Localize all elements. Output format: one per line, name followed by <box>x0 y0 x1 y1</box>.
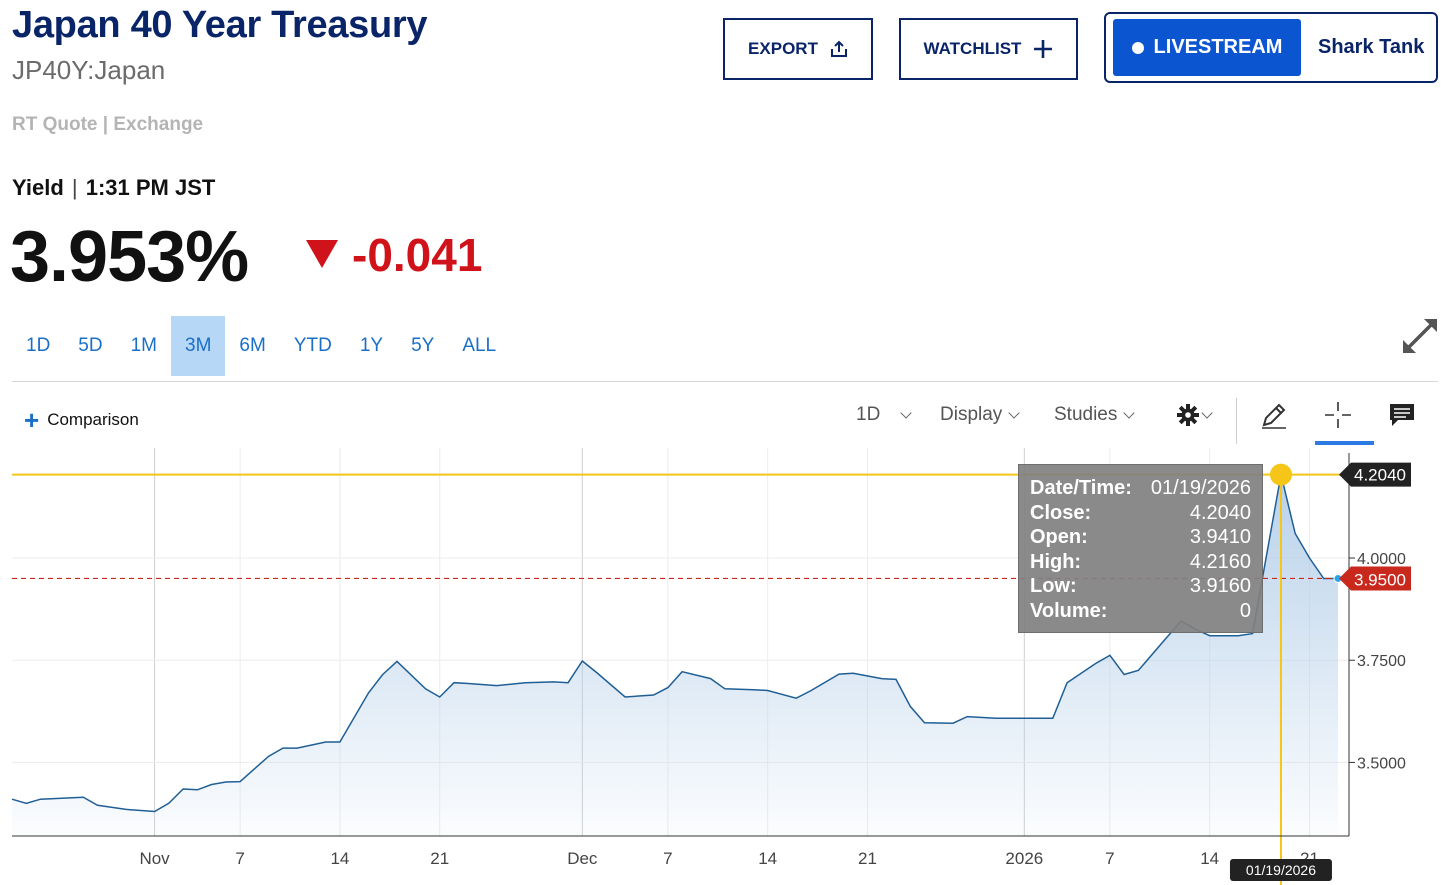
last-price-flag: 3.9500 <box>1339 566 1411 591</box>
tooltip-key: Volume: <box>1030 599 1108 622</box>
yield-change: -0.041 <box>352 229 483 281</box>
tooltip-key: Low: <box>1030 575 1077 598</box>
yield-time-label: Yield | 1:31 PM JST <box>12 175 216 200</box>
toolbar-divider <box>1236 398 1237 444</box>
x-tick-label: 2026 <box>1005 849 1043 868</box>
active-tool-indicator <box>1315 441 1374 445</box>
chevron-down-icon <box>1123 407 1136 419</box>
range-tab-all[interactable]: ALL <box>462 335 497 356</box>
range-tab-1y[interactable]: 1Y <box>359 335 384 356</box>
chevron-down-icon <box>1008 407 1020 419</box>
rt-quote-label: RT Quote | Exchange <box>12 114 204 135</box>
display-label: Display <box>940 404 1003 425</box>
crosshair-date-flag: 01/19/2026 <box>1229 859 1332 881</box>
export-button[interactable]: EXPORT <box>723 18 873 80</box>
x-tick-label: 7 <box>663 849 672 868</box>
y-tick-label: 3.5000 <box>1357 755 1406 772</box>
x-tick-label: Nov <box>139 849 170 868</box>
studies-dropdown[interactable]: Studies <box>1054 404 1136 426</box>
x-tick-label: 14 <box>330 849 349 868</box>
watchlist-label: WATCHLIST <box>923 39 1022 58</box>
divider <box>12 381 1438 382</box>
range-tab-ytd[interactable]: YTD <box>293 335 332 356</box>
crosshair-value-flag: 4.2040 <box>1339 462 1411 487</box>
live-dot-icon <box>1131 41 1144 54</box>
plus-icon: + <box>24 405 40 435</box>
series-area <box>12 474 1338 836</box>
tooltip-key: Close: <box>1030 501 1092 524</box>
chevron-down-icon <box>900 407 912 419</box>
range-tab-1d[interactable]: 1D <box>26 335 51 356</box>
yield-label: Yield <box>12 175 64 200</box>
y-tick-label: 4.0000 <box>1357 551 1406 568</box>
range-tab-5y[interactable]: 5Y <box>411 335 435 356</box>
interval-label: 1D <box>856 404 881 425</box>
tooltip-value: 3.9410 <box>1189 526 1251 549</box>
plus-icon <box>1033 39 1053 59</box>
tooltip-value: 4.2160 <box>1189 550 1251 573</box>
tooltip-value: 01/19/2026 <box>1150 477 1251 499</box>
watchlist-button[interactable]: WATCHLIST <box>899 18 1078 80</box>
tooltip-value: 4.2040 <box>1189 501 1251 524</box>
export-icon <box>830 40 848 58</box>
tooltip-row: Date/Time: 01/19/2026 <box>1030 476 1251 501</box>
tooltip-row: Low: 3.9160 <box>1030 574 1251 599</box>
tooltip-key: Open: <box>1030 526 1088 549</box>
display-dropdown[interactable]: Display <box>940 404 1020 426</box>
chevron-down-icon <box>1201 407 1213 419</box>
x-axis-labels: Nov 7 14 21 Dec 7 14 21 2026 7 14 21 <box>139 849 1318 868</box>
x-tick-label: 21 <box>858 849 877 868</box>
interval-dropdown[interactable]: 1D <box>856 404 912 426</box>
comparison-button[interactable]: + Comparison <box>24 405 139 435</box>
tooltip-row: High: 4.2160 <box>1030 550 1251 575</box>
last-price-label: 3.9500 <box>1354 570 1406 589</box>
tooltip-key: Date/Time: <box>1030 477 1132 499</box>
pencil-icon[interactable] <box>1259 400 1289 430</box>
gear-icon <box>1177 404 1199 426</box>
range-tabs: 1D 5D 1M 3M 6M YTD 1Y 5Y ALL <box>12 316 510 376</box>
tooltip-row: Open: 3.9410 <box>1030 525 1251 550</box>
x-tick-label: 7 <box>1105 849 1114 868</box>
down-arrow-icon <box>306 240 338 268</box>
y-tick-label: 3.7500 <box>1357 653 1406 670</box>
tooltip-key: High: <box>1030 550 1082 573</box>
range-tab-3m[interactable]: 3M <box>171 316 226 376</box>
x-tick-label: 21 <box>430 849 449 868</box>
shark-tank-link[interactable]: Shark Tank <box>1318 36 1425 58</box>
x-tick-label: 14 <box>1200 849 1219 868</box>
settings-dropdown[interactable] <box>1177 404 1213 426</box>
y-axis-labels: 3.5000 3.7500 4.0000 <box>1357 551 1406 772</box>
range-tab-6m[interactable]: 6M <box>239 335 266 356</box>
data-tooltip: Date/Time: 01/19/2026 Close: 4.2040 Open: 3.9… <box>1018 464 1263 633</box>
x-tick-label: 7 <box>235 849 244 868</box>
page-title: Japan 40 Year Treasury <box>12 4 428 46</box>
crosshair-value-label: 4.2040 <box>1354 466 1406 485</box>
x-tick-label: 14 <box>758 849 777 868</box>
crosshair-date-label: 01/19/2026 <box>1246 862 1316 878</box>
livestream-label: LIVESTREAM <box>1153 36 1283 58</box>
comment-icon[interactable] <box>1388 402 1416 428</box>
comparison-label: Comparison <box>47 410 139 429</box>
tooltip-row: Volume: 0 <box>1030 599 1251 624</box>
range-tab-5d[interactable]: 5D <box>78 335 103 356</box>
price-chart[interactable]: Nov 7 14 21 Dec 7 14 21 2026 7 14 21 3.50003.75004.… <box>0 448 1456 885</box>
livestream-panel: LIVESTREAM Shark Tank <box>1104 12 1438 83</box>
crosshair-icon[interactable] <box>1323 400 1353 430</box>
range-tab-1m[interactable]: 1M <box>130 335 157 356</box>
expand-icon[interactable] <box>1400 316 1440 356</box>
yield-price: 3.953% <box>10 217 249 297</box>
export-label: EXPORT <box>748 39 818 58</box>
tooltip-row: Close: 4.2040 <box>1030 501 1251 526</box>
quote-time: 1:31 PM JST <box>85 175 216 200</box>
series-line <box>11 474 1338 813</box>
tooltip-value: 0 <box>1239 599 1251 622</box>
tooltip-value: 3.9160 <box>1189 575 1251 598</box>
crosshair-point <box>1269 463 1292 486</box>
livestream-button[interactable]: LIVESTREAM <box>1113 19 1301 76</box>
x-tick-label: Dec <box>567 849 598 868</box>
studies-label: Studies <box>1054 404 1118 425</box>
symbol-label: JP40Y:Japan <box>12 55 166 85</box>
